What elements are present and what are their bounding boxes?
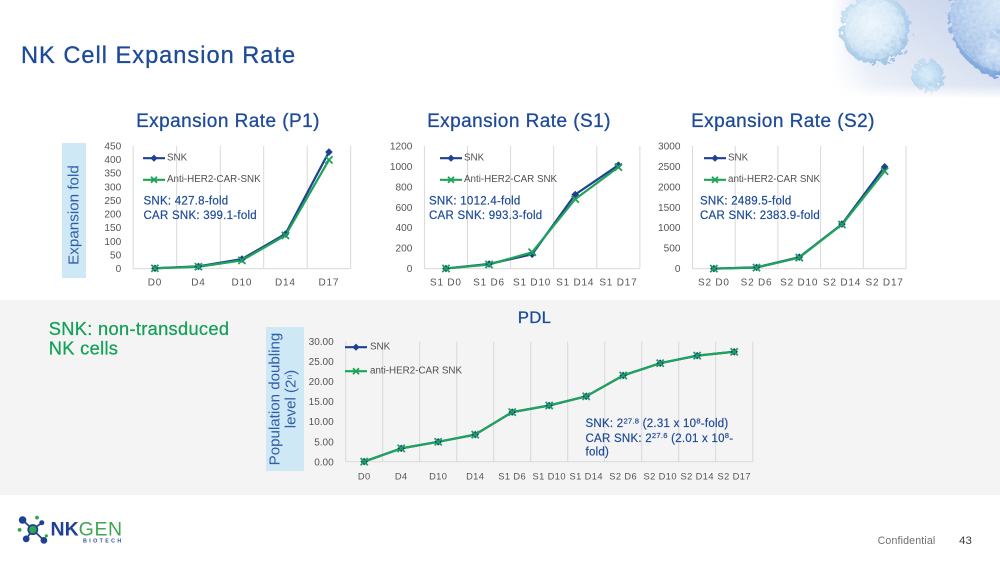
svg-text:S2 D17: S2 D17 (866, 277, 904, 288)
svg-text:200: 200 (104, 210, 121, 221)
svg-text:S2 D10: S2 D10 (780, 277, 818, 288)
svg-text:250: 250 (104, 196, 121, 207)
svg-text:400: 400 (104, 155, 121, 166)
svg-text:350: 350 (104, 169, 121, 180)
svg-text:0.00: 0.00 (314, 457, 334, 468)
svg-text:SNK: 2489.5-fold: SNK: 2489.5-fold (700, 196, 792, 208)
svg-text:1500: 1500 (658, 203, 681, 214)
svg-text:BIOTECH: BIOTECH (83, 539, 124, 545)
svg-text:Expansion Rate (S1): Expansion Rate (S1) (427, 111, 611, 132)
svg-text:15.00: 15.00 (309, 397, 334, 408)
svg-text:Population doubling: Population doubling (267, 333, 284, 466)
svg-text:CAR SNK: 399.1-fold: CAR SNK: 399.1-fold (144, 210, 257, 222)
svg-text:SNK: 227.8 (2.31 x 108-fold): SNK: 227.8 (2.31 x 108-fold) (586, 416, 729, 430)
svg-text:D10: D10 (429, 472, 447, 482)
svg-text:100: 100 (104, 237, 121, 248)
svg-text:450: 450 (104, 142, 121, 153)
svg-text:SNK: SNK (464, 152, 485, 163)
svg-text:CAR SNK: 227.6 (2.01 x 108-: CAR SNK: 227.6 (2.01 x 108- (586, 431, 734, 445)
svg-text:600: 600 (396, 203, 413, 214)
svg-text:200: 200 (396, 244, 413, 255)
svg-text:S1 D10: S1 D10 (513, 277, 551, 288)
svg-text:SNK: 1012.4-fold: SNK: 1012.4-fold (429, 196, 521, 208)
svg-text:1000: 1000 (390, 162, 413, 173)
svg-text:S1 D10: S1 D10 (532, 472, 565, 482)
svg-text:1200: 1200 (390, 142, 413, 153)
svg-text:25.00: 25.00 (309, 357, 334, 368)
svg-text:150: 150 (104, 223, 121, 234)
svg-text:CAR SNK: 2383.9-fold: CAR SNK: 2383.9-fold (700, 210, 820, 222)
svg-text:anti-HER2-CAR SNK: anti-HER2-CAR SNK (728, 174, 820, 185)
svg-text:S1 D14: S1 D14 (556, 277, 594, 288)
svg-text:S2 D0: S2 D0 (698, 277, 730, 288)
svg-text:300: 300 (104, 182, 121, 193)
svg-text:1000: 1000 (658, 223, 681, 234)
svg-text:S2 D6: S2 D6 (741, 277, 773, 288)
svg-text:S1 D0: S1 D0 (430, 277, 462, 288)
svg-text:S1 D14: S1 D14 (569, 472, 602, 482)
svg-text:20.00: 20.00 (309, 377, 334, 388)
svg-text:Expansion Rate (P1): Expansion Rate (P1) (136, 111, 320, 132)
svg-text:SNK: 427.8-fold: SNK: 427.8-fold (144, 196, 229, 208)
svg-text:10.00: 10.00 (309, 417, 334, 428)
svg-text:fold): fold) (586, 447, 610, 459)
svg-text:NKGEN: NKGEN (51, 519, 123, 541)
svg-text:Anti-HER2-CAR-SNK: Anti-HER2-CAR-SNK (167, 174, 261, 185)
svg-text:D4: D4 (191, 277, 205, 288)
svg-text:S1 D6: S1 D6 (498, 472, 526, 482)
svg-text:0: 0 (407, 264, 413, 275)
svg-text:400: 400 (396, 223, 413, 234)
svg-text:S2 D14: S2 D14 (823, 277, 861, 288)
svg-text:anti-HER2-CAR SNK: anti-HER2-CAR SNK (370, 365, 462, 376)
svg-text:SNK: SNK (728, 152, 749, 163)
svg-text:D10: D10 (232, 277, 253, 288)
svg-text:2500: 2500 (658, 162, 681, 173)
svg-text:Expansion fold: Expansion fold (66, 165, 83, 265)
svg-text:5.00: 5.00 (314, 437, 334, 448)
svg-text:0: 0 (116, 264, 122, 275)
svg-text:500: 500 (664, 244, 681, 255)
svg-text:S2 D14: S2 D14 (680, 472, 713, 482)
svg-text:PDL: PDL (518, 308, 552, 327)
svg-text:SNK: SNK (370, 341, 391, 352)
svg-text:Confidential: Confidential (878, 535, 936, 547)
svg-text:Expansion Rate (S2): Expansion Rate (S2) (691, 111, 875, 132)
svg-text:0: 0 (675, 264, 681, 275)
svg-text:D14: D14 (275, 277, 296, 288)
svg-text:NK cells: NK cells (49, 338, 118, 359)
svg-text:SNK: non-transduced: SNK: non-transduced (49, 318, 230, 339)
svg-text:800: 800 (396, 182, 413, 193)
svg-text:CAR SNK: 993.3-fold: CAR SNK: 993.3-fold (429, 210, 542, 222)
svg-text:S1 D17: S1 D17 (599, 277, 637, 288)
svg-text:S2 D6: S2 D6 (609, 472, 637, 482)
svg-text:S2 D10: S2 D10 (643, 472, 676, 482)
svg-text:SNK: SNK (167, 152, 188, 163)
svg-text:NK Cell Expansion Rate: NK Cell Expansion Rate (21, 43, 296, 69)
svg-text:50: 50 (110, 251, 122, 262)
svg-text:Anti-HER2-CAR SNK: Anti-HER2-CAR SNK (464, 174, 558, 185)
svg-text:3000: 3000 (658, 142, 681, 153)
svg-text:D17: D17 (319, 277, 340, 288)
svg-text:D14: D14 (466, 472, 484, 482)
svg-text:D4: D4 (395, 472, 408, 482)
svg-text:S2 D17: S2 D17 (717, 472, 750, 482)
svg-text:30.00: 30.00 (309, 337, 334, 348)
svg-text:43: 43 (959, 535, 972, 547)
svg-text:S1 D6: S1 D6 (473, 277, 505, 288)
svg-text:level (2n): level (2n) (283, 370, 300, 428)
svg-text:D0: D0 (148, 277, 162, 288)
svg-text:2000: 2000 (658, 182, 681, 193)
svg-text:D0: D0 (358, 472, 371, 482)
